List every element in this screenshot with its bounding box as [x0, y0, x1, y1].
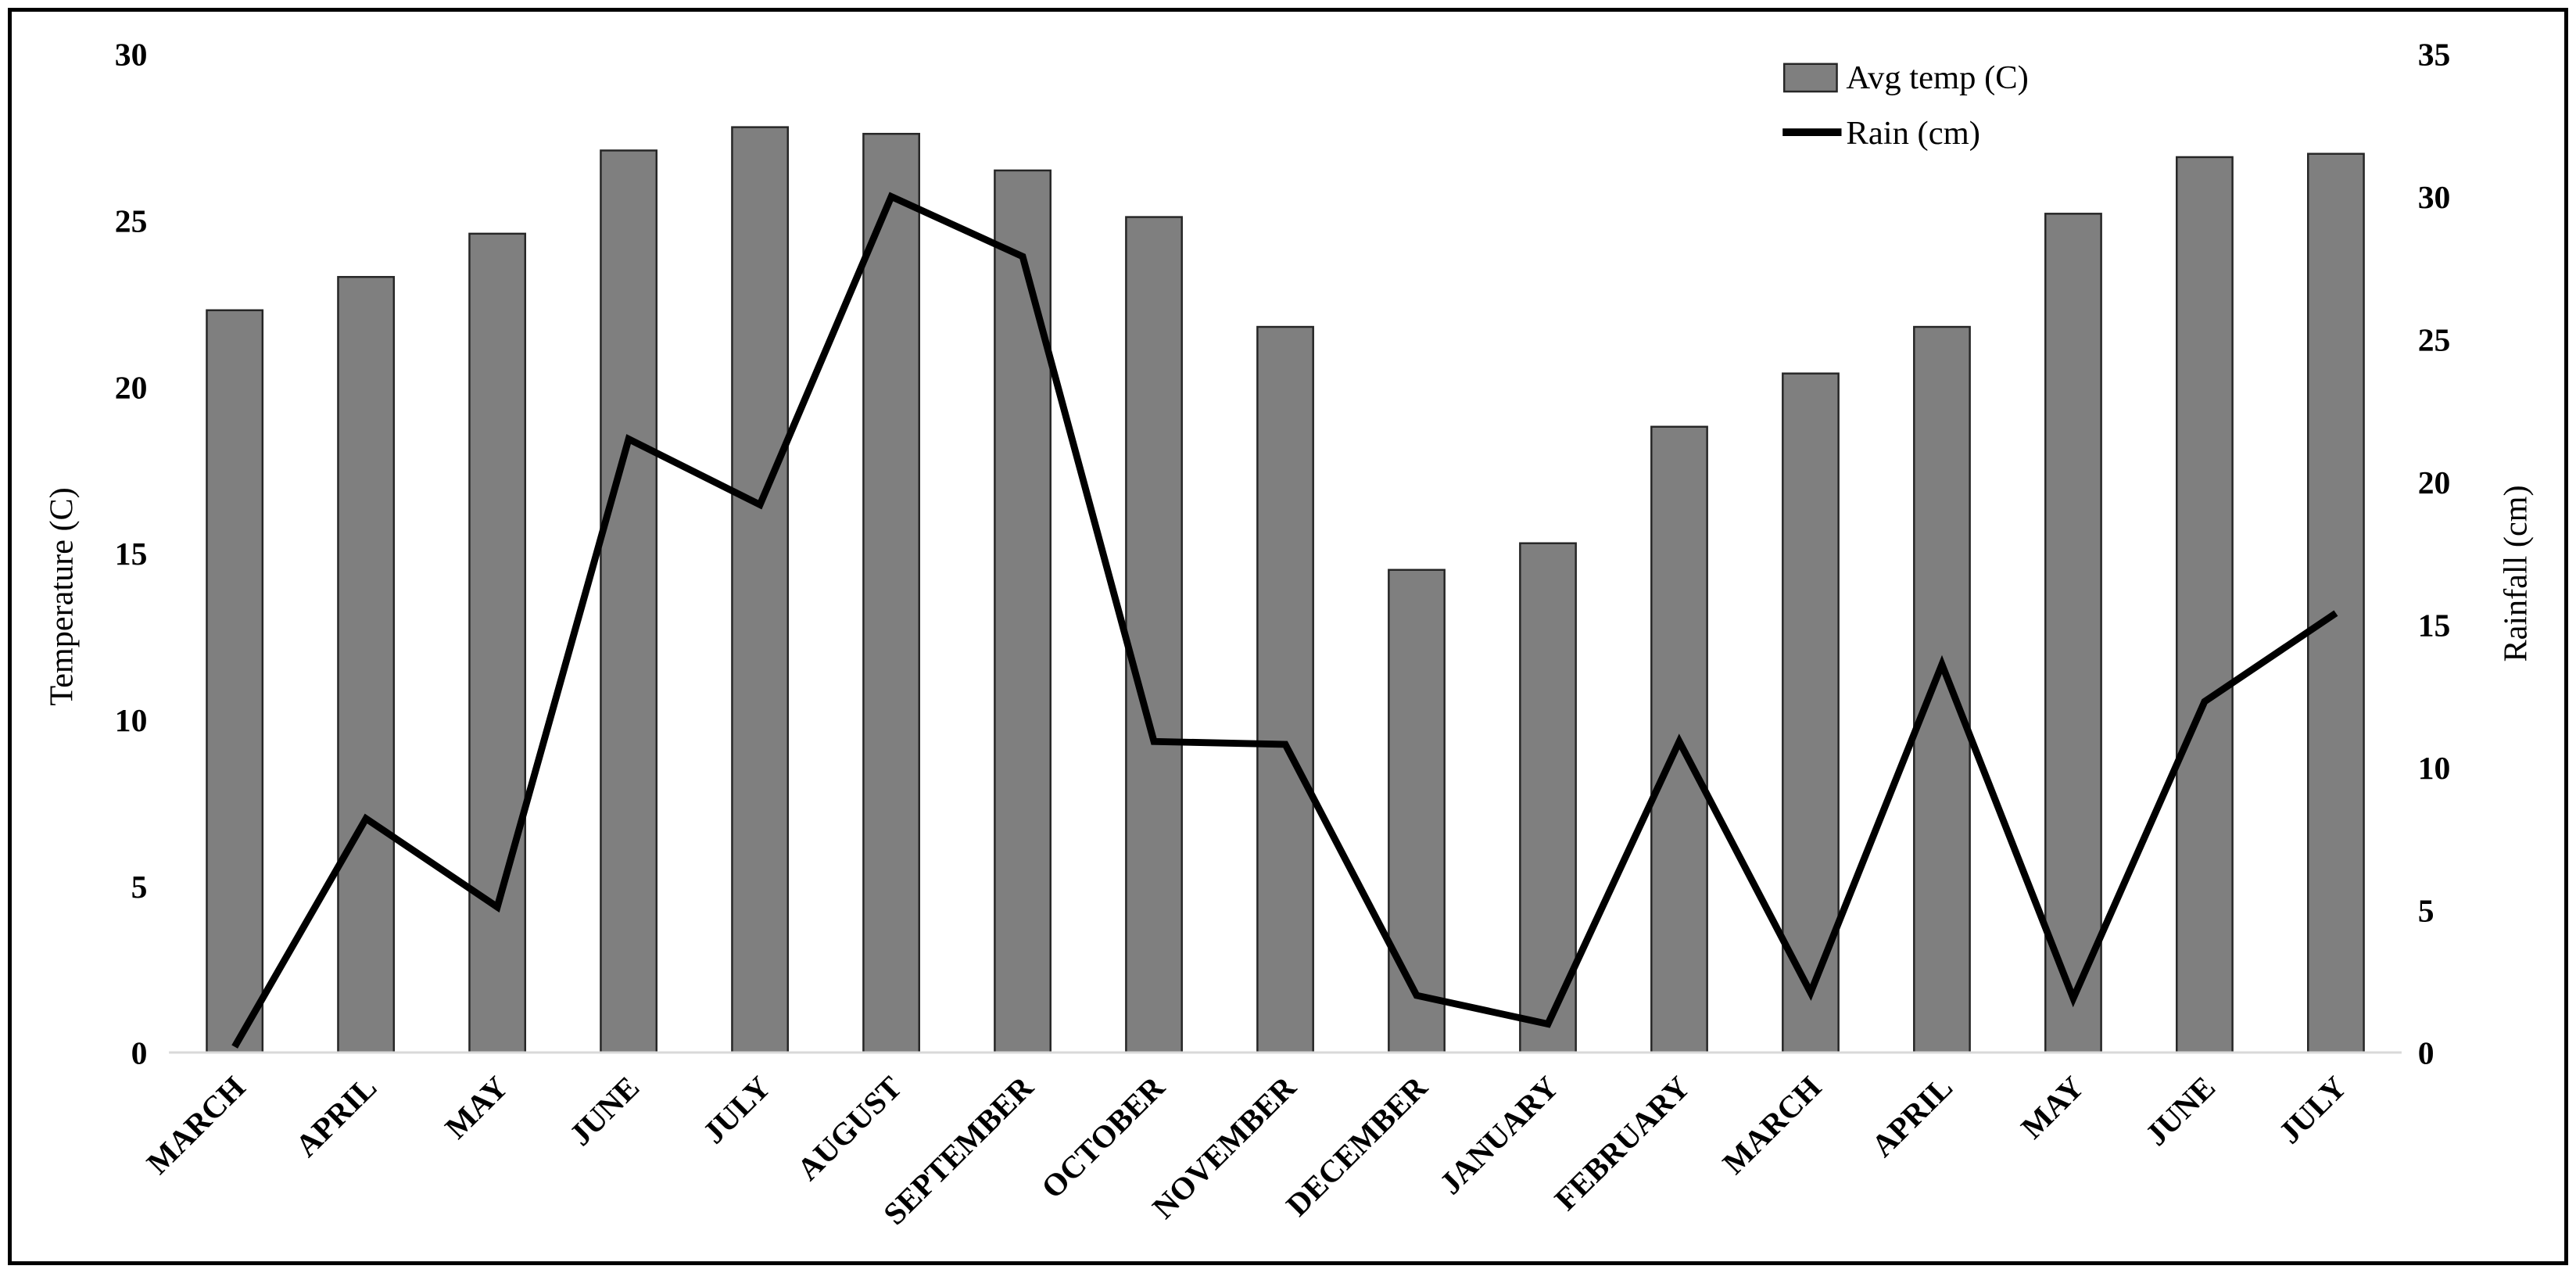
temp-bar: [468, 232, 527, 1054]
right-axis-title: Rainfall (cm): [2497, 485, 2534, 662]
category-label: JUNE: [562, 1070, 646, 1153]
legend-bar-label: Avg temp (C): [1846, 59, 2028, 96]
left-tick-label: 0: [131, 1035, 148, 1071]
category-label: MARCH: [140, 1070, 253, 1181]
category-label: DECEMBER: [1279, 1069, 1434, 1223]
temp-bar: [1913, 325, 1971, 1054]
category-label: APRIL: [288, 1070, 383, 1164]
left-axis-tick-labels: 0 5 10 15 20 25 30: [115, 37, 148, 1071]
category-label: JUNE: [2138, 1070, 2222, 1153]
category-label: MAY: [438, 1070, 514, 1146]
temp-bar: [1519, 542, 1577, 1054]
temp-bar: [862, 132, 920, 1054]
left-tick-label: 20: [115, 370, 148, 406]
left-axis-title: Temperature (C): [43, 487, 80, 705]
temp-bar: [337, 275, 396, 1054]
legend-bar-swatch: [1782, 63, 1838, 93]
temp-bar: [1388, 568, 1446, 1054]
temp-bar: [2176, 156, 2234, 1054]
category-label: OCTOBER: [1034, 1069, 1172, 1205]
temp-bar: [1125, 216, 1183, 1054]
chart-frame: 0 5 10 15 20 25 30 0 5 10 15 20 25 30 35 MARCH APRIL MA…: [8, 8, 2568, 1265]
bar-series: [206, 126, 2365, 1054]
category-label: APRIL: [1865, 1070, 1959, 1164]
right-tick-label: 35: [2418, 37, 2451, 73]
category-label: JULY: [696, 1070, 777, 1150]
rain-line-series: [231, 192, 2338, 1049]
legend-line-label: Rain (cm): [1846, 115, 1979, 152]
right-tick-label: 5: [2418, 892, 2434, 928]
left-tick-label: 30: [115, 37, 148, 73]
category-label: JULY: [2272, 1070, 2353, 1150]
temp-bar: [2307, 152, 2365, 1054]
right-axis-tick-labels: 0 5 10 15 20 25 30 35: [2418, 37, 2451, 1071]
temp-bar: [2044, 213, 2102, 1054]
temp-bar: [600, 149, 658, 1054]
legend: Avg temp (C) Rain (cm): [1782, 59, 2029, 152]
temperature-rainfall-combo-chart: 0 5 10 15 20 25 30 0 5 10 15 20 25 30 35 MARCH APRIL MA…: [43, 37, 2534, 1232]
left-tick-label: 25: [115, 203, 148, 239]
category-label: FEBRUARY: [1548, 1070, 1697, 1217]
category-label: AUGUST: [790, 1070, 909, 1187]
category-label: JANUARY: [1432, 1070, 1565, 1201]
left-tick-label: 5: [131, 869, 148, 905]
right-tick-label: 25: [2418, 322, 2451, 358]
right-tick-label: 15: [2418, 608, 2451, 644]
right-tick-label: 0: [2418, 1035, 2434, 1071]
temp-bar: [731, 126, 789, 1054]
temp-bar: [206, 309, 264, 1054]
right-tick-label: 20: [2418, 464, 2451, 500]
right-tick-label: 30: [2418, 179, 2451, 215]
left-tick-label: 10: [115, 702, 148, 738]
category-labels: MARCH APRIL MAY JUNE JULY AUGUSTSEPTEMBEROCTO…: [140, 1069, 2353, 1232]
category-label: MAY: [2014, 1070, 2091, 1146]
category-label: MARCH: [1716, 1070, 1829, 1181]
temp-bar: [1256, 325, 1314, 1054]
left-tick-label: 15: [115, 536, 148, 572]
right-tick-label: 10: [2418, 750, 2451, 786]
temp-bar: [994, 169, 1052, 1054]
